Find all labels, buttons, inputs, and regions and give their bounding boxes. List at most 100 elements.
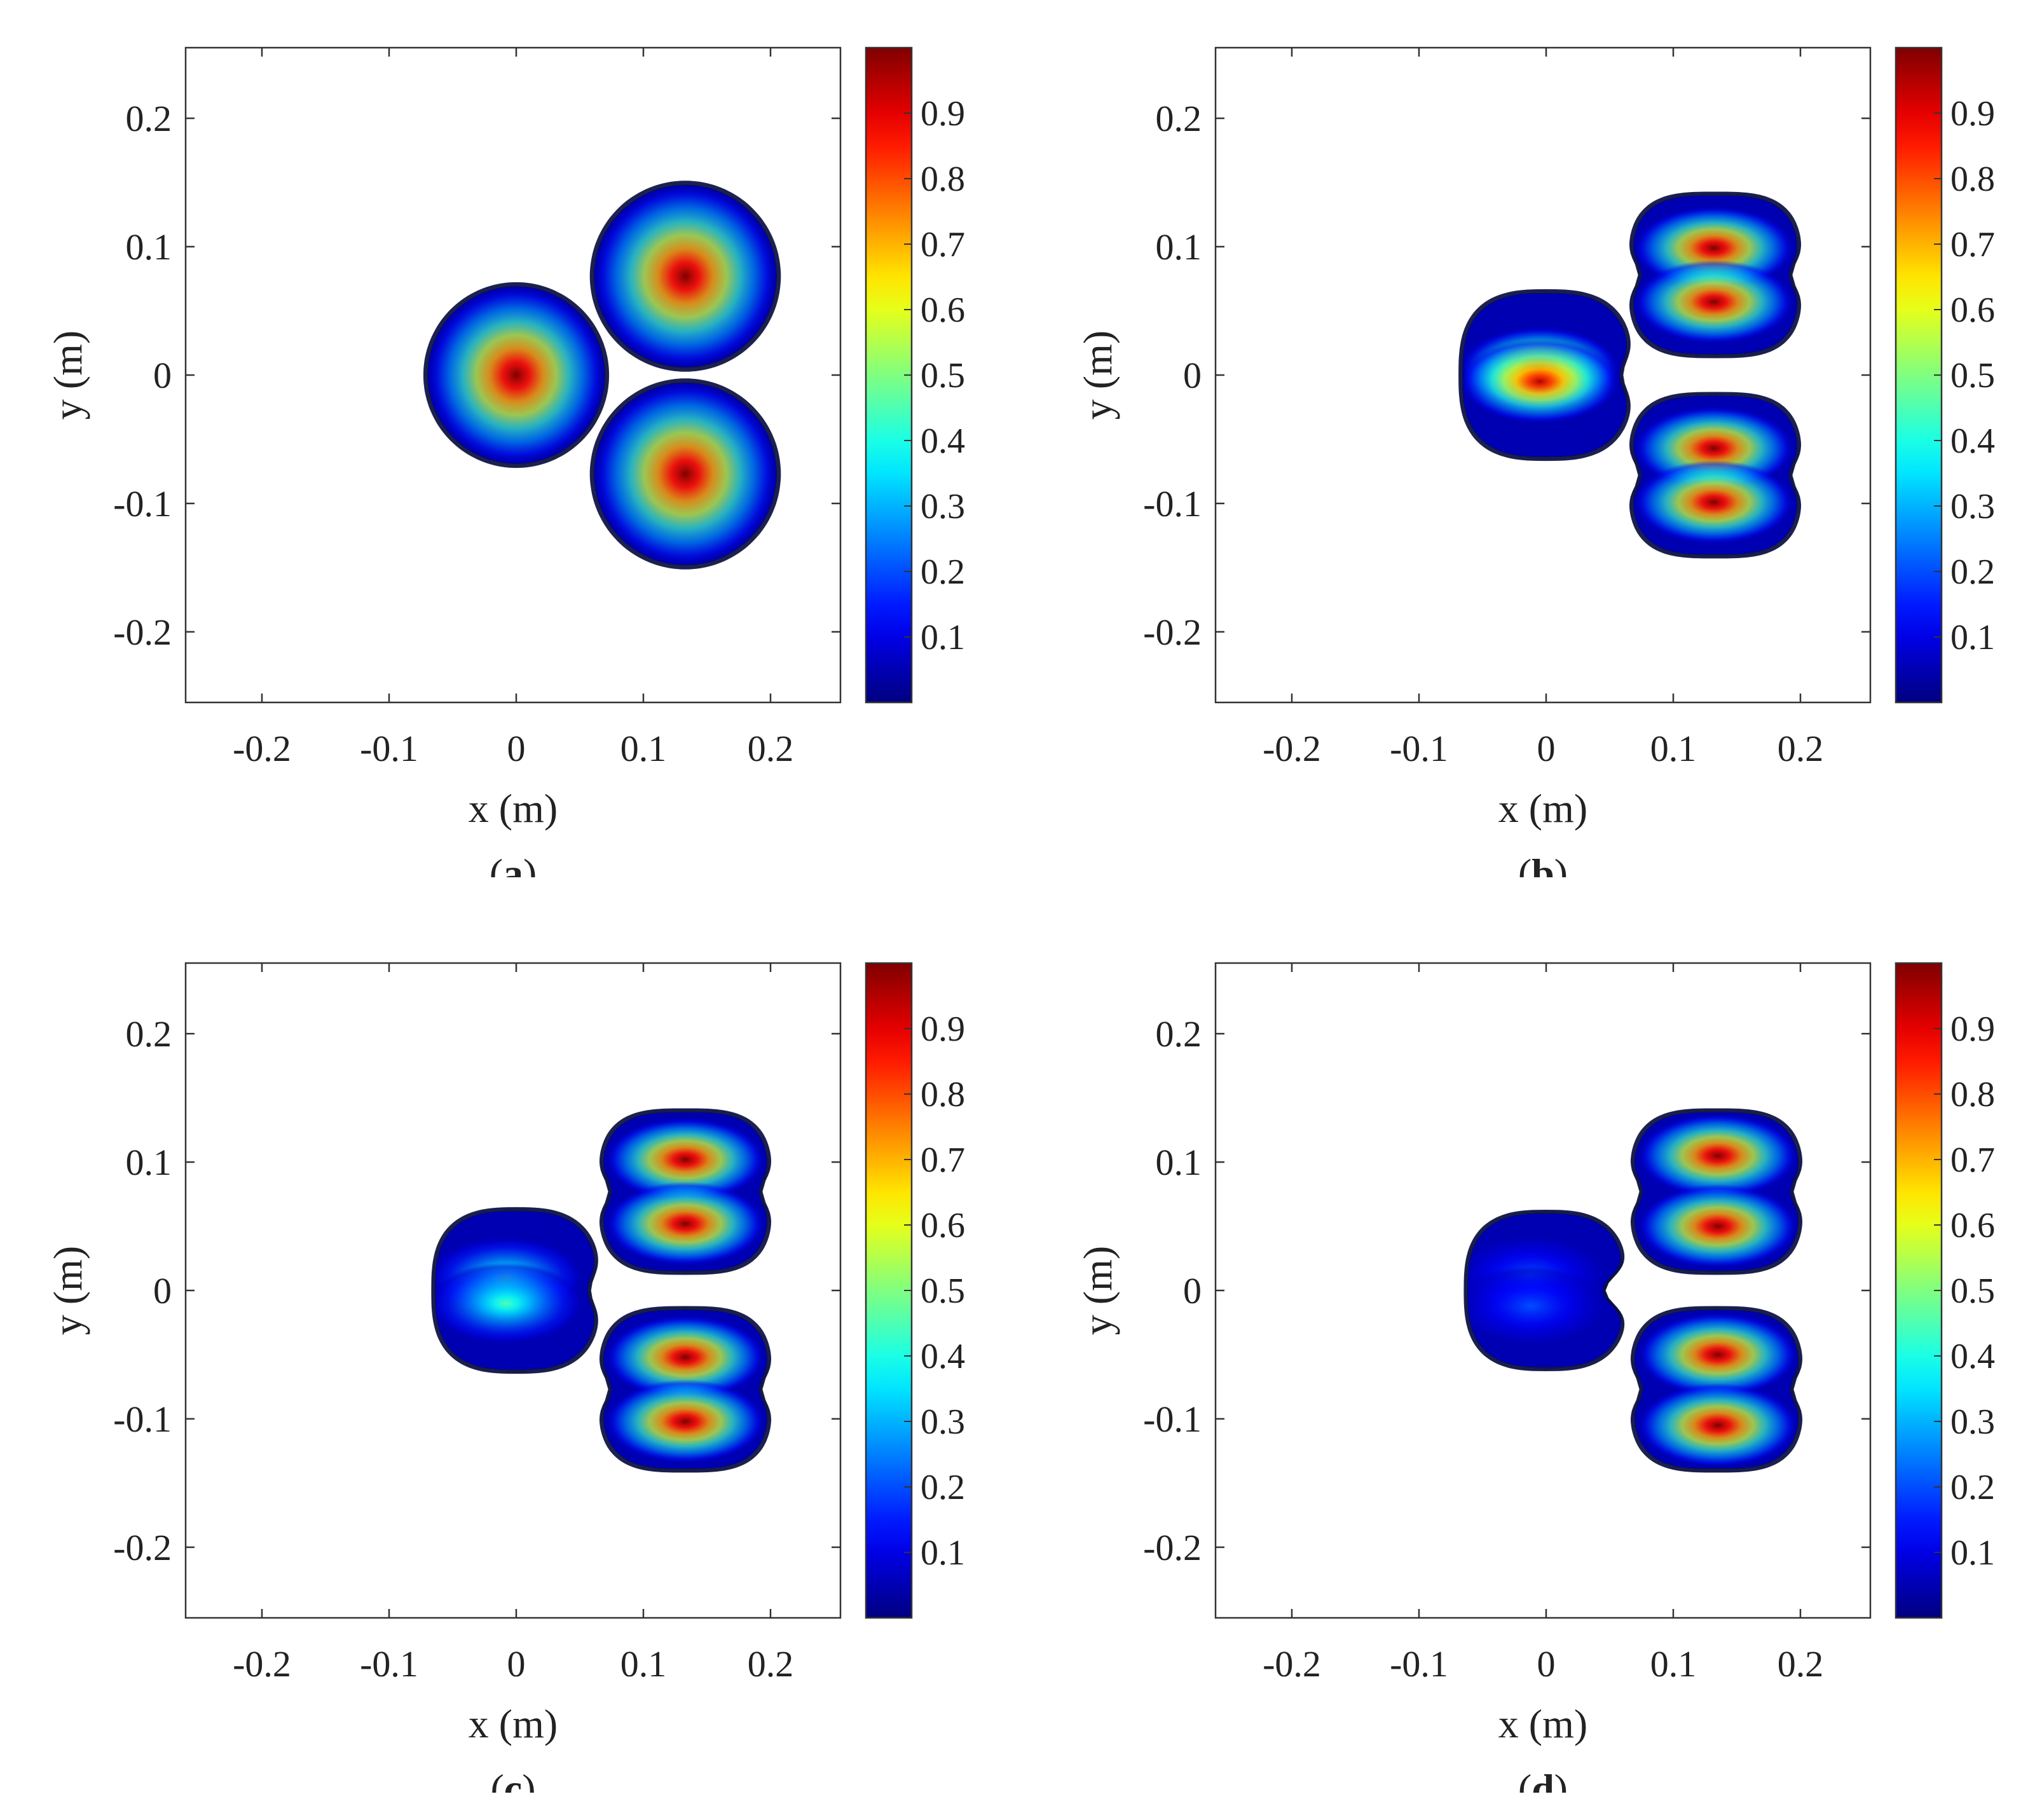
chart-c: -0.2 -0.1 0 0.1 0.2 -0.2 -0.1 0 0.1 0.2 x (m) y (m)… — [45, 962, 965, 1793]
colorbar-tick-label: 0.3 — [1950, 1402, 1995, 1442]
contour-line — [426, 285, 606, 465]
hotspot — [1638, 1383, 1798, 1468]
hotspot — [594, 382, 777, 566]
colorbar-tick-label: 0.6 — [921, 291, 965, 330]
contour-line — [425, 284, 607, 466]
hotspot — [605, 1181, 765, 1266]
y-tick-label: 0.1 — [1156, 226, 1202, 268]
field-region-3 — [1634, 1310, 1799, 1469]
x-tick-label: 0.2 — [1778, 1643, 1824, 1685]
hotspot — [435, 1262, 584, 1344]
x-tick-label: -0.1 — [1390, 1643, 1448, 1685]
colorbar-tick-label: 0.2 — [1950, 1468, 1995, 1507]
colorbar-tick-label: 0.5 — [921, 1271, 965, 1311]
colorbar-tick-label: 0.7 — [921, 1140, 965, 1180]
field-region-2 — [1634, 1112, 1799, 1271]
y-axis-title: y (m) — [1075, 1246, 1120, 1335]
hotspot — [594, 184, 777, 368]
y-tick-label: -0.2 — [113, 1527, 172, 1568]
y-tick-label: 0 — [153, 1270, 172, 1311]
y-tick-label: -0.1 — [113, 483, 172, 524]
panel-b: -0.2 -0.1 0 0.1 0.2 -0.2 -0.1 0 0.1 0.2 x (m) y (m)… — [1030, 0, 2015, 877]
colorbar-tick-label: 0.4 — [921, 1337, 965, 1376]
colorbar-tick-label: 0.4 — [1950, 1337, 1995, 1376]
hotspot — [605, 1379, 765, 1463]
y-tick-label: -0.2 — [113, 612, 172, 653]
contour-line — [599, 1306, 772, 1473]
contour-line — [600, 1109, 771, 1275]
y-tick-label: -0.1 — [1143, 1399, 1202, 1440]
hotspot — [427, 286, 605, 464]
x-tick-label: -0.1 — [360, 728, 418, 769]
contour-line — [1632, 1308, 1801, 1471]
field-region-1 — [1462, 292, 1627, 458]
chart-a: -0.2 -0.1 0 0.1 0.2 -0.2 -0.1 0 0.1 0.2 x (m) y (m)… — [45, 46, 965, 877]
hotspot — [605, 1315, 765, 1400]
x-axis-title: x (m) — [469, 786, 558, 831]
contour-line — [431, 1207, 598, 1374]
contour-line — [1629, 392, 1802, 559]
hotspot — [1638, 1184, 1798, 1269]
contour-line — [433, 1209, 597, 1372]
x-tick-label: 0.1 — [620, 728, 667, 769]
contour-line — [1458, 289, 1631, 462]
contour-line — [593, 184, 778, 369]
colorbar-tick-label: 0.1 — [921, 1533, 965, 1573]
contour-line — [1630, 193, 1800, 358]
panel-label: (a) — [490, 851, 537, 877]
colorbar-tick-label: 0.2 — [1950, 552, 1995, 592]
x-tick-label: 0.1 — [1650, 728, 1697, 769]
hotspot — [1467, 1266, 1606, 1346]
contour-line — [589, 181, 781, 372]
field-region-1 — [427, 286, 605, 464]
contour-line — [432, 1208, 598, 1373]
x-tick-label: -0.1 — [360, 1643, 418, 1685]
colorbar-tick-label: 0.9 — [1950, 1009, 1995, 1049]
colorbar — [1895, 962, 1943, 1619]
contour-line — [593, 381, 778, 566]
y-tick-label: 0.2 — [1156, 1013, 1202, 1055]
panel-label: (b) — [1518, 851, 1568, 877]
panel-c: -0.2 -0.1 0 0.1 0.2 -0.2 -0.1 0 0.1 0.2 x (m) y (m)… — [0, 915, 985, 1793]
x-axis-title: x (m) — [1498, 1701, 1587, 1746]
y-tick-label: 0 — [1183, 355, 1202, 396]
x-axis-title: x (m) — [469, 1701, 558, 1746]
contour-line — [1631, 1109, 1802, 1275]
colorbar-tick-label: 0.6 — [1950, 291, 1995, 330]
hotspot — [1638, 1113, 1798, 1198]
colorbar-tick-label: 0.1 — [921, 618, 965, 657]
x-tick-label: 0.1 — [620, 1643, 667, 1685]
contour-line — [1633, 1111, 1800, 1273]
contour-line — [424, 283, 608, 467]
contour-line — [600, 1306, 771, 1472]
colorbar-tick-label: 0.2 — [921, 1468, 965, 1507]
x-tick-label: 0 — [1537, 728, 1556, 769]
colorbar-tick-label: 0.4 — [921, 421, 965, 461]
colorbar-tick-label: 0.9 — [921, 94, 965, 133]
contour-line — [1464, 1210, 1624, 1371]
contour-line — [601, 1308, 770, 1471]
contour-line — [1630, 392, 1800, 558]
x-tick-label: 0.2 — [1778, 728, 1824, 769]
contour-line — [1631, 1306, 1802, 1472]
contour-line — [592, 380, 779, 568]
colorbar-tick-label: 0.1 — [1950, 618, 1995, 657]
colorbar-tick-label: 0.5 — [1950, 1271, 1995, 1311]
colorbar-tick-label: 0.8 — [921, 160, 965, 199]
contour-line — [423, 282, 610, 469]
contour-line — [591, 181, 780, 371]
y-tick-label: 0.2 — [126, 1013, 172, 1055]
contour-line — [1632, 195, 1799, 356]
contour-line — [591, 379, 780, 569]
colorbar-tick-label: 0.8 — [1950, 160, 1995, 199]
colorbar-tick-label: 0.9 — [1950, 94, 1995, 133]
x-tick-label: 0 — [507, 1643, 526, 1685]
hotspot — [1634, 259, 1794, 344]
field-region-3 — [1633, 395, 1798, 555]
x-tick-label: 0 — [507, 728, 526, 769]
chart-b: -0.2 -0.1 0 0.1 0.2 -0.2 -0.1 0 0.1 0.2 x (m) y (m)… — [1075, 46, 1995, 877]
x-tick-label: -0.2 — [1263, 728, 1321, 769]
colorbar-tick-label: 0.8 — [1950, 1075, 1995, 1114]
contour-line — [1631, 193, 1800, 357]
x-axis-title: x (m) — [1498, 786, 1587, 831]
